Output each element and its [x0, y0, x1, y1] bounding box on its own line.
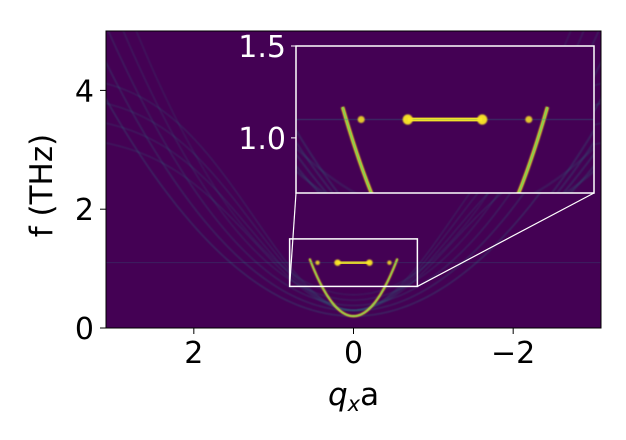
y-tick-label: 0: [75, 312, 94, 347]
band-edge-peak: [334, 259, 341, 266]
inset-dispersion-modes: [296, 106, 594, 193]
x-axis-label: qxa: [328, 377, 379, 416]
satellite-peak: [315, 260, 320, 265]
zoom-connector-bottom: [417, 192, 595, 287]
x-tick-label: 2: [184, 336, 203, 371]
inset: 1.0 1.5: [238, 30, 595, 194]
y-axis-label: f (THz): [24, 134, 60, 237]
inset-y-axis-ticks: 1.0 1.5: [238, 30, 296, 157]
y-tick-label: 4: [75, 74, 94, 109]
y-tick-label: 2: [75, 193, 94, 228]
satellite-peak: [525, 115, 533, 124]
y-axis-ticks: 0 2 4: [75, 74, 106, 347]
zoom-region-marker: [288, 192, 595, 288]
inset-y-tick-label: 1.0: [238, 122, 286, 157]
satellite-peak: [387, 260, 392, 265]
x-tick-label: 0: [344, 336, 363, 371]
band-edge-peak: [477, 114, 488, 125]
x-label-tail: a: [360, 377, 379, 413]
x-label-sub: x: [347, 392, 361, 416]
x-label-main: q: [328, 377, 348, 413]
band-edge-peak: [366, 259, 373, 266]
x-tick-label: −2: [491, 336, 535, 371]
band-edge-peak: [402, 114, 413, 125]
satellite-peak: [357, 115, 365, 124]
x-axis-ticks: 2 0 −2: [184, 328, 535, 371]
inset-frame: [295, 45, 595, 194]
zoom-box: [288, 238, 419, 288]
magnon-parabola-core: [309, 258, 398, 317]
zoom-connector-top: [289, 192, 297, 287]
inset-y-tick-label: 1.5: [238, 30, 286, 65]
